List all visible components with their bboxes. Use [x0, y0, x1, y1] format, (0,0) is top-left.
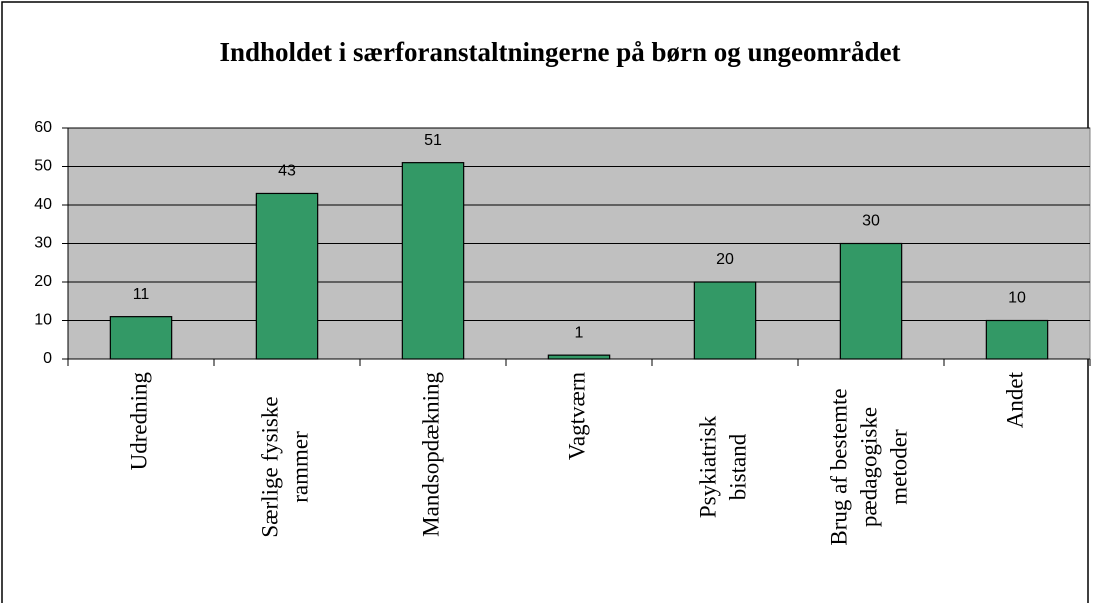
- y-tick-label: 10: [34, 312, 52, 329]
- bar: [109, 316, 173, 360]
- value-label: 10: [1008, 290, 1026, 307]
- y-tick-label: 40: [34, 196, 52, 213]
- x-tick-label: Brug af bestemte: [826, 388, 851, 545]
- x-tick-label: Særlige fysiske: [257, 396, 282, 537]
- y-tick-label: 60: [34, 119, 52, 136]
- chart-title: Indholdet i særforanstaltningerne på bør…: [219, 37, 900, 67]
- x-tick-label: Vagtværn: [564, 372, 589, 461]
- bar: [401, 162, 465, 360]
- bar: [985, 319, 1049, 360]
- x-tick-label: rammer: [287, 431, 312, 503]
- x-tick-label: pædagogiske: [856, 407, 881, 527]
- y-tick-label: 20: [34, 273, 52, 290]
- value-label: 11: [133, 286, 150, 303]
- bar: [693, 281, 757, 360]
- x-tick-label: Andet: [1002, 371, 1027, 428]
- x-tick-label: Udredning: [126, 372, 151, 471]
- value-label: 51: [424, 132, 442, 149]
- bar: [547, 354, 611, 360]
- value-label: 1: [575, 324, 584, 341]
- x-tick-label: Psykiatrisk: [695, 415, 720, 518]
- y-tick-label: 50: [34, 158, 52, 175]
- bar: [839, 242, 903, 360]
- value-label: 43: [278, 163, 296, 180]
- value-label: 20: [716, 251, 734, 268]
- x-tick-label: Mandsopdækning: [418, 372, 443, 537]
- y-tick-label: 30: [34, 235, 52, 252]
- y-tick-label: 0: [43, 350, 52, 367]
- x-tick-label: metoder: [886, 429, 911, 505]
- x-tick-label: bistand: [725, 433, 750, 500]
- bar: [255, 192, 319, 360]
- value-label: 30: [862, 213, 880, 230]
